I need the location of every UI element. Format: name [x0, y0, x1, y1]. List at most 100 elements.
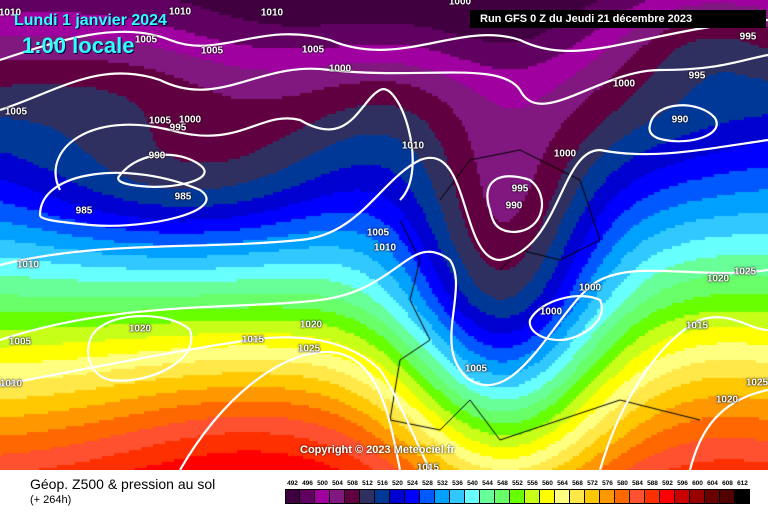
legend-value: 588 [647, 480, 658, 487]
isobar-label: 1010 [373, 242, 397, 254]
footer: Géop. Z500 & pression au sol (+ 264h) 49… [0, 470, 768, 512]
isobar-label: 1025 [733, 266, 757, 278]
isobar-label: 1015 [685, 320, 709, 332]
legend-swatch: 512 [360, 479, 375, 504]
legend-value: 496 [302, 480, 313, 487]
isobar-label: 1005 [366, 227, 390, 239]
isobar-label: 990 [505, 200, 523, 212]
isobar-label: 1005 [4, 106, 28, 118]
isobar-label: 1000 [178, 114, 202, 126]
isobar-label: 1010 [168, 6, 192, 18]
legend-color [495, 489, 510, 504]
legend-value: 528 [422, 480, 433, 487]
legend-swatch: 500 [315, 479, 330, 504]
legend-swatch: 564 [555, 479, 570, 504]
isobar-line [0, 53, 768, 112]
legend-swatch: 532 [435, 479, 450, 504]
legend-value: 584 [632, 480, 643, 487]
isobar-label: 995 [169, 122, 187, 134]
legend-value: 552 [512, 480, 523, 487]
legend-value: 508 [347, 480, 358, 487]
isobar-label: 1000 [612, 78, 636, 90]
legend-swatch: 588 [645, 479, 660, 504]
isobar-label: 985 [75, 205, 93, 217]
legend-color [450, 489, 465, 504]
legend-value: 548 [497, 480, 508, 487]
legend-value: 576 [602, 480, 613, 487]
legend-color [420, 489, 435, 504]
legend-value: 544 [482, 480, 493, 487]
legend-color [435, 489, 450, 504]
isobar-label: 1000 [578, 282, 602, 294]
legend-swatch: 556 [525, 479, 540, 504]
isobar-line [87, 315, 193, 382]
legend-color [675, 489, 690, 504]
legend-swatch: 528 [420, 479, 435, 504]
isobar-label: 1020 [706, 273, 730, 285]
legend-value: 604 [707, 480, 718, 487]
legend-color [705, 489, 720, 504]
isobar-label: 995 [739, 31, 757, 43]
isobar-label: 990 [671, 114, 689, 126]
legend-value: 520 [392, 480, 403, 487]
legend-value: 532 [437, 480, 448, 487]
legend-color [480, 489, 495, 504]
legend-swatch: 612 [735, 479, 750, 504]
geopotential-field [0, 0, 768, 470]
isobar-label: 1020 [299, 319, 323, 331]
legend-swatch: 548 [495, 479, 510, 504]
isobar-label: 1005 [301, 44, 325, 56]
legend-color [345, 489, 360, 504]
legend-color [735, 489, 750, 504]
isobar-line [38, 171, 208, 227]
legend-swatch: 508 [345, 479, 360, 504]
isobar-line [179, 350, 402, 470]
legend-color [600, 489, 615, 504]
isobar-line [598, 316, 768, 470]
legend-value: 536 [452, 480, 463, 487]
legend-color [540, 489, 555, 504]
legend-value: 556 [527, 480, 538, 487]
legend-color [375, 489, 390, 504]
legend-swatch: 540 [465, 479, 480, 504]
run-info: Run GFS 0 Z du Jeudi 21 décembre 2023 [470, 10, 766, 28]
legend-color [570, 489, 585, 504]
legend-swatch: 568 [570, 479, 585, 504]
legend-swatch: 536 [450, 479, 465, 504]
legend-value: 516 [377, 480, 388, 487]
isobar-label: 995 [511, 183, 529, 195]
isobar-line [0, 138, 768, 267]
legend-color [690, 489, 705, 504]
legend-color [525, 489, 540, 504]
legend-swatch: 580 [615, 479, 630, 504]
legend-value: 608 [722, 480, 733, 487]
legend-color [555, 489, 570, 504]
legend-value: 512 [362, 480, 373, 487]
copyright: Copyright © 2023 Meteociel.fr [300, 444, 455, 456]
isobar-label: 1025 [745, 377, 768, 389]
legend-value: 564 [557, 480, 568, 487]
legend-swatch: 496 [300, 479, 315, 504]
isobar-label: 1010 [260, 7, 284, 19]
legend-color [510, 489, 525, 504]
legend-value: 612 [737, 480, 748, 487]
isobar-label: 1020 [128, 323, 152, 335]
legend-swatch: 584 [630, 479, 645, 504]
color-legend: 492 496 500 504 508 512 516 520 524 528 532 536 540 5… [285, 479, 750, 504]
legend-color [615, 489, 630, 504]
isobar-line [528, 295, 604, 342]
legend-value: 492 [287, 480, 298, 487]
legend-value: 600 [692, 480, 703, 487]
isobar-line [0, 250, 768, 387]
legend-swatch: 544 [480, 479, 495, 504]
isobar-line [54, 88, 414, 201]
legend-swatch: 596 [675, 479, 690, 504]
legend-swatch: 560 [540, 479, 555, 504]
legend-color [645, 489, 660, 504]
isobar-label: 1000 [328, 63, 352, 75]
isobar-label: 1000 [553, 148, 577, 160]
legend-value: 524 [407, 480, 418, 487]
legend-value: 540 [467, 480, 478, 487]
isobar-label: 1010 [16, 259, 40, 271]
